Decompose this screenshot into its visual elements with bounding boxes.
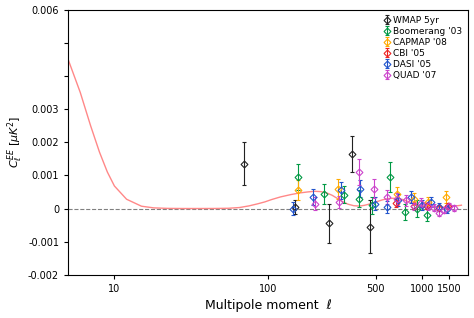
X-axis label: Multipole moment  ℓ: Multipole moment ℓ	[205, 300, 332, 313]
Y-axis label: $C_\ell^{EE}$ [$\mu K^2$]: $C_\ell^{EE}$ [$\mu K^2$]	[6, 116, 25, 169]
Legend: WMAP 5yr, Boomerang '03, CAPMAP '08, CBI '05, DASI '05, QUAD '07: WMAP 5yr, Boomerang '03, CAPMAP '08, CBI…	[381, 14, 464, 82]
